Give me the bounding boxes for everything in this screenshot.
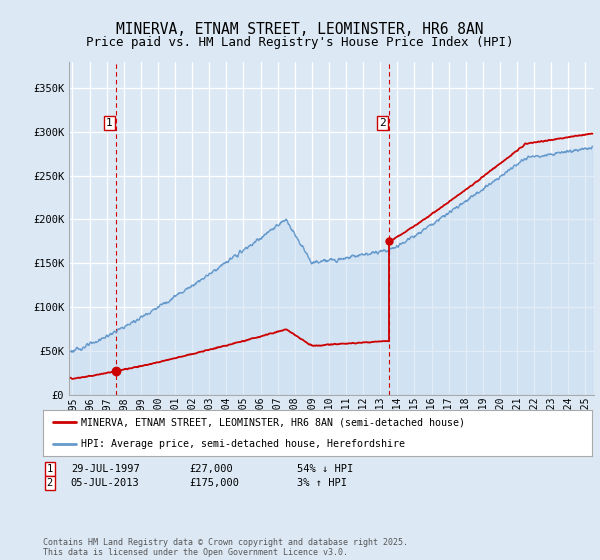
Text: MINERVA, ETNAM STREET, LEOMINSTER, HR6 8AN: MINERVA, ETNAM STREET, LEOMINSTER, HR6 8… [116, 22, 484, 38]
Text: HPI: Average price, semi-detached house, Herefordshire: HPI: Average price, semi-detached house,… [80, 440, 404, 450]
Text: Price paid vs. HM Land Registry's House Price Index (HPI): Price paid vs. HM Land Registry's House … [86, 36, 514, 49]
Text: 2: 2 [47, 478, 53, 488]
Text: £175,000: £175,000 [189, 478, 239, 488]
Text: 05-JUL-2013: 05-JUL-2013 [71, 478, 140, 488]
Text: 54% ↓ HPI: 54% ↓ HPI [297, 464, 353, 474]
Text: 3% ↑ HPI: 3% ↑ HPI [297, 478, 347, 488]
Text: 1: 1 [47, 464, 53, 474]
Text: 2: 2 [379, 118, 385, 128]
Text: £27,000: £27,000 [189, 464, 233, 474]
Text: 1: 1 [106, 118, 113, 128]
Text: 29-JUL-1997: 29-JUL-1997 [71, 464, 140, 474]
Text: MINERVA, ETNAM STREET, LEOMINSTER, HR6 8AN (semi-detached house): MINERVA, ETNAM STREET, LEOMINSTER, HR6 8… [80, 417, 464, 427]
Text: Contains HM Land Registry data © Crown copyright and database right 2025.
This d: Contains HM Land Registry data © Crown c… [43, 538, 408, 557]
